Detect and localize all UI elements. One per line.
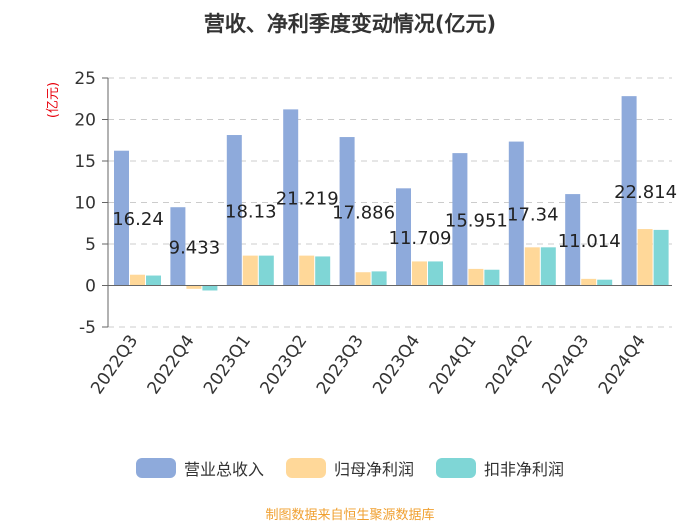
bars: [114, 96, 669, 291]
bar-revenue: [508, 141, 524, 286]
bar-net-profit: [242, 255, 258, 286]
data-label: 21.219: [276, 188, 339, 209]
legend-label-net-profit: 归母净利润: [333, 460, 414, 479]
bar-deducted-profit: [540, 247, 556, 286]
data-label: 11.014: [558, 231, 621, 252]
data-label: 17.34: [507, 205, 559, 226]
legend-item-deducted-profit[interactable]: 扣非净利润: [436, 456, 564, 480]
y-tick-label: 10: [74, 194, 96, 214]
chart-title: 营收、净利季度变动情况(亿元): [203, 12, 497, 36]
bar-revenue: [565, 194, 581, 286]
legend-item-net-profit[interactable]: 归母净利润: [285, 456, 414, 480]
bar-deducted-profit: [371, 271, 387, 286]
bar-revenue: [283, 109, 299, 286]
bar-deducted-profit: [202, 285, 218, 291]
bar-revenue: [621, 96, 637, 286]
legend-label-deducted-profit: 扣非净利润: [484, 460, 565, 479]
x-tick-label: 2022Q4: [144, 331, 199, 398]
bar-net-profit: [524, 247, 540, 286]
data-label: 15.951: [445, 210, 508, 231]
bar-deducted-profit: [597, 279, 613, 286]
bar-net-profit: [355, 272, 371, 286]
bar-deducted-profit: [315, 256, 331, 286]
legend-swatch-deducted-profit: [436, 458, 476, 478]
y-tick-label: 0: [85, 277, 96, 297]
x-tick-label: 2023Q1: [200, 331, 255, 398]
y-tick-label: -5: [79, 318, 96, 338]
bar-revenue: [339, 137, 355, 286]
y-tick-label: 25: [74, 69, 96, 89]
legend-item-revenue[interactable]: 营业总收入: [135, 456, 264, 480]
bar-deducted-profit: [258, 255, 274, 286]
data-label: 22.814: [614, 182, 677, 203]
bar-net-profit: [412, 261, 427, 286]
data-label: 9.433: [169, 237, 221, 258]
bar-deducted-profit: [146, 275, 161, 286]
data-label: 16.24: [112, 209, 164, 230]
bar-revenue: [396, 188, 411, 286]
bar-revenue: [170, 207, 186, 286]
data-label: 11.709: [389, 228, 452, 249]
bar-revenue: [114, 150, 129, 286]
legend-swatch-revenue: [135, 458, 176, 478]
x-tick-label: 2022Q3: [87, 331, 142, 398]
bar-deducted-profit: [484, 269, 500, 286]
bar-net-profit: [468, 268, 484, 286]
bar-deducted-profit: [428, 261, 443, 286]
legend-swatch-net-profit: [285, 458, 326, 478]
x-tick-label: 2023Q4: [369, 331, 424, 398]
data-label: 17.886: [332, 202, 395, 223]
x-tick-label: 2024Q4: [595, 331, 650, 398]
source-note: 制图数据来自恒生聚源数据库: [265, 508, 435, 523]
bar-net-profit: [637, 229, 653, 286]
bar-revenue: [226, 135, 242, 286]
data-label: 18.13: [225, 201, 277, 222]
y-tick-label: 5: [85, 235, 96, 255]
bar-net-profit: [581, 278, 597, 286]
y-tick-label: 15: [74, 152, 96, 172]
grid-lines: [108, 77, 672, 328]
x-tick-label: 2023Q3: [313, 331, 368, 398]
x-tick-label: 2024Q1: [426, 331, 481, 398]
legend-label-revenue: 营业总收入: [183, 460, 264, 479]
x-tick-label: 2023Q2: [256, 331, 311, 398]
bar-revenue: [452, 153, 468, 286]
bar-net-profit: [186, 285, 202, 289]
bar-net-profit: [130, 274, 145, 286]
bar-net-profit: [299, 255, 315, 286]
x-tick-label: 2024Q3: [538, 331, 593, 398]
y-tick-label: 20: [74, 111, 96, 131]
bar-deducted-profit: [653, 229, 669, 286]
y-axis-label: (亿元): [46, 82, 61, 118]
legend: 营业总收入 归母净利润 扣非净利润: [0, 455, 700, 481]
x-tick-label: 2024Q2: [482, 331, 537, 398]
